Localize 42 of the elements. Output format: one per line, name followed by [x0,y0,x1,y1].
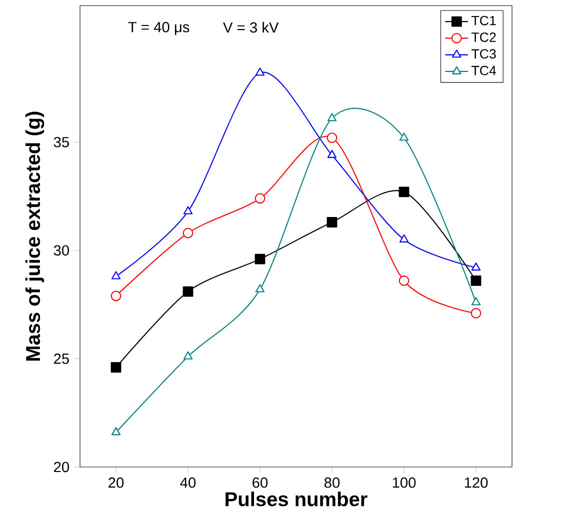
point [111,271,121,280]
point [471,297,481,306]
annotation: V = 3 kV [223,22,279,33]
point [399,132,409,141]
point [327,150,337,158]
point [182,228,194,238]
x-tick-label: 20 [108,477,124,488]
point [326,132,338,143]
x-tick-label: 40 [180,477,196,488]
point [326,217,338,228]
point [254,254,266,264]
point [255,68,265,76]
point [183,206,193,214]
y-tick-label: 35 [54,136,69,148]
x-tick-label: 100 [392,477,416,488]
x-tick-label: 60 [252,477,268,488]
point [255,284,265,292]
x-tick-label: 120 [464,477,488,488]
legend-label: TC3 [472,49,496,59]
point [254,193,266,204]
point [111,427,121,436]
point [470,276,482,286]
y-axis-title: Mass of juice extracted (g) [25,112,44,361]
y-tick-label: 20 [54,462,70,472]
y-tick-label: 30 [54,245,70,256]
point [471,262,481,271]
point [398,276,410,286]
point [399,234,409,242]
x-tick-label: 80 [324,477,340,488]
point [327,113,337,122]
point [183,351,193,360]
point [110,362,122,373]
y-tick-label: 25 [54,354,69,364]
legend-label: TC1 [472,16,496,26]
point [182,286,194,297]
legend-label: TC2 [472,32,496,42]
x-axis-title: Pulses number [226,492,368,506]
point [110,290,122,302]
legend-label: TC4 [472,66,496,76]
annotation: T = 40 μs [128,22,190,35]
point [398,186,410,198]
point [470,308,482,318]
